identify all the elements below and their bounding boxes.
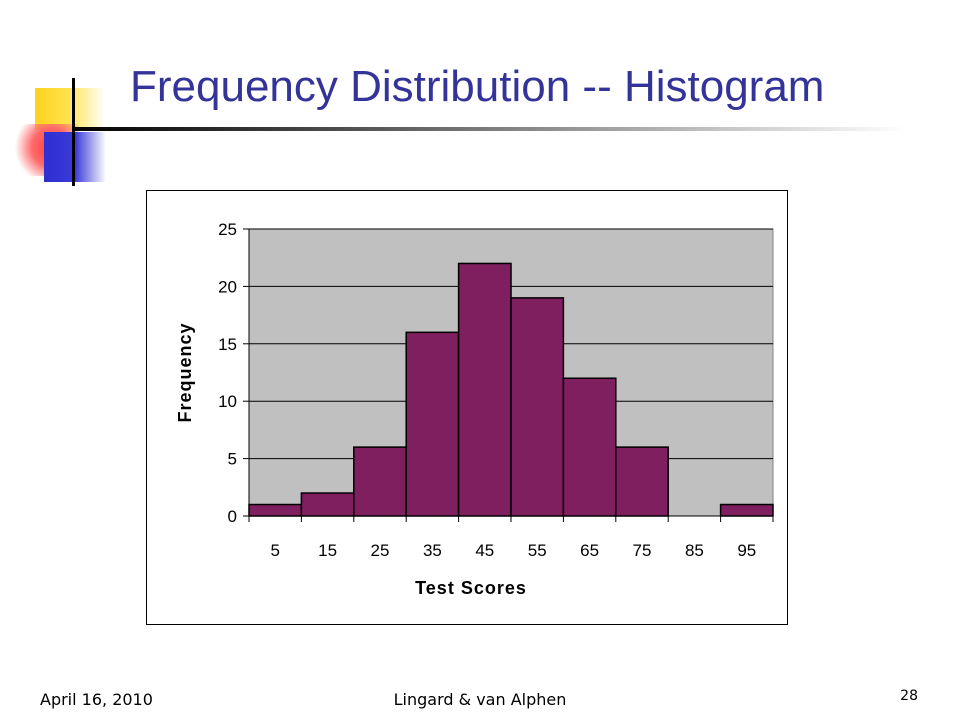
bar-75 [615,446,669,517]
decor-yellow-square [35,88,105,130]
title-underline [72,127,907,131]
y-tick-labels: 0 5 10 15 20 25 [218,220,237,526]
bar-5 [248,503,303,517]
x-tick-label: 65 [580,541,599,560]
y-axis-title: Frequency [175,322,195,422]
footer-date: April 16, 2010 [40,690,153,709]
x-tick-label: 95 [737,541,756,560]
bar-45 [457,262,512,517]
y-tick-label: 0 [228,507,237,526]
x-tick-label: 5 [270,541,279,560]
decor-vertical-line [72,78,75,186]
slide-title: Frequency Distribution -- Histogram [130,62,825,111]
x-tick-label: 55 [528,541,547,560]
y-tick-label: 20 [218,277,237,296]
bars [248,262,774,517]
histogram-chart: 0 5 10 15 20 25 5 15 25 35 45 55 65 75 85 95 Test Scor… [175,220,774,598]
bar-15 [300,492,355,517]
x-tick-label: 35 [423,541,442,560]
bar-95 [719,503,774,517]
bar-65 [562,377,617,517]
x-tick-label: 15 [318,541,337,560]
x-tick-label: 25 [371,541,390,560]
footer-author: Lingard & van Alphen [393,690,567,709]
y-tick-label: 15 [218,335,237,354]
y-tick-label: 10 [218,392,237,411]
axes [243,228,774,522]
x-tick-label: 85 [685,541,704,560]
page-number: 28 [900,688,918,704]
y-tick-label: 25 [218,220,237,239]
bar-25 [353,446,407,517]
x-tick-label: 75 [633,541,652,560]
x-tick-label: 45 [475,541,494,560]
x-tick-labels: 5 15 25 35 45 55 65 75 85 95 [270,541,756,560]
bar-35 [405,331,460,517]
x-axis-title: Test Scores [415,578,527,598]
bar-55 [510,297,565,517]
chart-frame: 0 5 10 15 20 25 5 15 25 35 45 55 65 75 85 95 Test Scor… [146,190,788,625]
y-tick-label: 5 [228,450,237,469]
decor-blue-square [44,132,106,182]
